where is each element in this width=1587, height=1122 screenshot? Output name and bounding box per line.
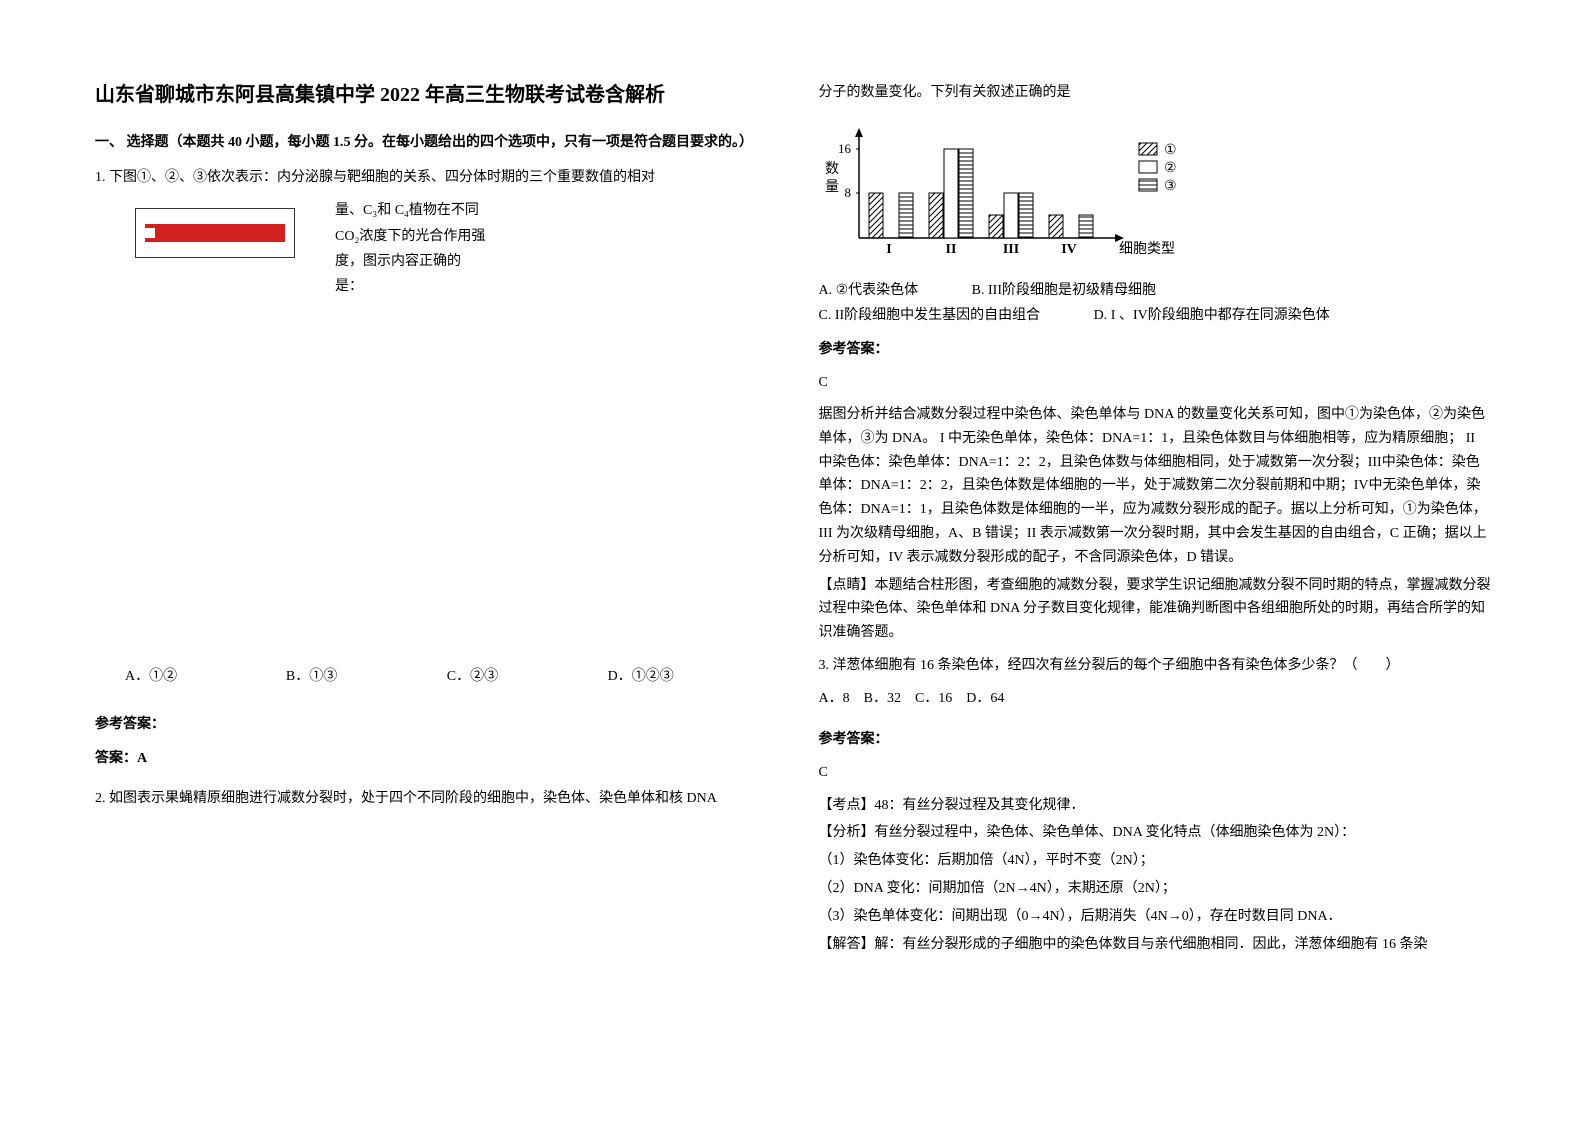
q3-fenxi-2: （2）DNA 变化：间期加倍（2N→4N），末期还原（2N）； bbox=[819, 877, 1493, 901]
q1-figure-space bbox=[95, 309, 769, 649]
q3-fenxi-1: （1）染色体变化：后期加倍（4N），平时不变（2N）； bbox=[819, 849, 1493, 873]
q3-kaodian: 【考点】48：有丝分裂过程及其变化规律． bbox=[819, 794, 1493, 818]
y-axis-label-2: 量 bbox=[825, 179, 839, 195]
q3-answer-label: 参考答案： bbox=[819, 727, 1493, 752]
q2-option-a: A. ②代表染色体 bbox=[819, 283, 919, 298]
q1-options: A．①② B．①③ C．②③ D．①②③ bbox=[95, 664, 769, 689]
legend-1: ① bbox=[1164, 143, 1177, 158]
ytick-8: 8 bbox=[844, 185, 851, 200]
legend-3: ③ bbox=[1164, 179, 1177, 194]
q1-option-d: D．①②③ bbox=[608, 664, 769, 689]
section-header: 一、 选择题（本题共 40 小题，每小题 1.5 分。在每小题给出的四个选项中，… bbox=[95, 130, 769, 155]
q2-explanation-2: 【点睛】本题结合柱形图，考查细胞的减数分裂，要求学生识记细胞减数分裂不同时期的特… bbox=[819, 574, 1493, 645]
ytick-16: 16 bbox=[838, 141, 852, 156]
q1-stem: 1. 下图①、②、③依次表示：内分泌腺与靶细胞的关系、四分体时期的三个重要数值的… bbox=[95, 165, 769, 190]
q1-line2: CO₂浓度下的光合作用强 bbox=[335, 224, 769, 249]
y-axis-label-1: 数 bbox=[825, 161, 839, 177]
q1-line1: 量、C₃和 C₄植物在不同 bbox=[335, 198, 769, 223]
q2-chart: 16 8 数 量 I II III IV bbox=[819, 123, 1493, 263]
q1-option-b: B．①③ bbox=[286, 664, 447, 689]
q1-right-text: 量、C₃和 C₄植物在不同 CO₂浓度下的光合作用强 度，图示内容正确的 是： bbox=[335, 198, 769, 299]
q2-explanation-1: 据图分析并结合减数分裂过程中染色体、染色单体与 DNA 的数量变化关系可知，图中… bbox=[819, 403, 1493, 570]
q1-figure-block: 量、C₃和 C₄植物在不同 CO₂浓度下的光合作用强 度，图示内容正确的 是： bbox=[95, 198, 769, 309]
q2-answer-label: 参考答案： bbox=[819, 337, 1493, 362]
q1-line3: 度，图示内容正确的 bbox=[335, 249, 769, 274]
q1-option-c: C．②③ bbox=[447, 664, 608, 689]
bar-chart-svg: 16 8 数 量 I II III IV bbox=[819, 123, 1239, 263]
red-image-placeholder bbox=[135, 208, 295, 258]
q3-fenxi-3: （3）染色单体变化：间期出现（0→4N），后期消失（4N→0），存在时数目同 D… bbox=[819, 905, 1493, 929]
right-column: 分子的数量变化。下列有关叙述正确的是 16 8 数 bbox=[819, 80, 1493, 1062]
q2-option-d: D. I 、IV阶段细胞中都存在同源染色体 bbox=[1094, 308, 1330, 323]
q2-answer: C bbox=[819, 370, 1493, 395]
q3-fenxi: 【分析】有丝分裂过程中，染色体、染色单体、DNA 变化特点（体细胞染色体为 2N… bbox=[819, 821, 1493, 845]
q1-option-a: A．①② bbox=[125, 664, 286, 689]
cat-3: III bbox=[1002, 242, 1018, 257]
cat-4: IV bbox=[1061, 242, 1077, 257]
q2-stem2: 分子的数量变化。下列有关叙述正确的是 bbox=[819, 80, 1493, 105]
left-column: 山东省聊城市东阿县高集镇中学 2022 年高三生物联考试卷含解析 一、 选择题（… bbox=[95, 80, 769, 1062]
legend-2: ② bbox=[1164, 161, 1177, 176]
q2-options-row2: C. II阶段细胞中发生基因的自由组合 D. I 、IV阶段细胞中都存在同源染色… bbox=[819, 303, 1493, 328]
q3-stem: 3. 洋葱体细胞有 16 条染色体，经四次有丝分裂后的每个子细胞中各有染色体多少… bbox=[819, 653, 1493, 678]
exam-title: 山东省聊城市东阿县高集镇中学 2022 年高三生物联考试卷含解析 bbox=[95, 80, 769, 110]
q1-answer: 答案：A bbox=[95, 746, 769, 771]
cat-2: II bbox=[945, 242, 956, 257]
q2-option-b: B. III阶段细胞是初级精母细胞 bbox=[972, 283, 1156, 298]
q3-answer: C bbox=[819, 760, 1493, 785]
q1-answer-label: 参考答案： bbox=[95, 712, 769, 737]
q3-jieda: 【解答】解：有丝分裂形成的子细胞中的染色体数目与亲代细胞相同．因此，洋葱体细胞有… bbox=[819, 933, 1493, 957]
q1-photo bbox=[135, 208, 295, 258]
q2-stem: 2. 如图表示果蝇精原细胞进行减数分裂时，处于四个不同阶段的细胞中，染色体、染色… bbox=[95, 786, 769, 811]
cat-1: I bbox=[886, 242, 891, 257]
x-axis-label: 细胞类型 bbox=[1119, 241, 1175, 257]
q2-options-row1: A. ②代表染色体 B. III阶段细胞是初级精母细胞 bbox=[819, 278, 1493, 303]
q3-options: A．8 B．32 C．16 D．64 bbox=[819, 686, 1493, 711]
q1-line4: 是： bbox=[335, 274, 769, 299]
q2-option-c: C. II阶段细胞中发生基因的自由组合 bbox=[819, 308, 1041, 323]
